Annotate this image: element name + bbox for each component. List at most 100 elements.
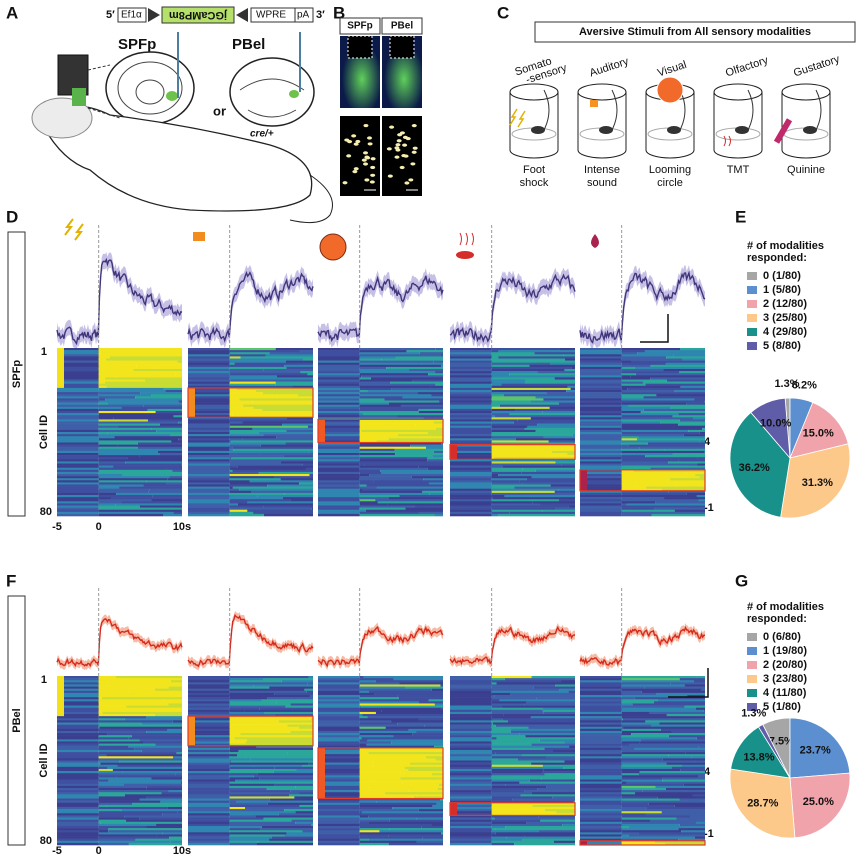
- heat-cell: [561, 463, 575, 466]
- heat-cell: [98, 390, 166, 393]
- heat-cell: [674, 509, 705, 513]
- heat-cell: [450, 768, 492, 772]
- heat-cell: [318, 804, 360, 808]
- heat-cell: [359, 813, 361, 816]
- heat-cell: [130, 701, 182, 704]
- heat-cell: [639, 446, 705, 450]
- trace: [187, 613, 314, 668]
- heat-cell: [262, 408, 313, 412]
- heat-cell: [698, 499, 705, 502]
- heat-cell: [245, 756, 313, 759]
- heat-cell: [450, 453, 492, 456]
- heat-cell: [450, 730, 492, 734]
- heat-cell: [491, 432, 514, 435]
- heat-cell: [491, 450, 552, 454]
- heat-cell: [98, 497, 112, 500]
- heat-cell: [232, 446, 313, 450]
- heat-cell: [537, 371, 575, 374]
- heat-cell: [269, 838, 313, 842]
- heat-cell: [98, 768, 113, 772]
- heat-cell: [361, 429, 443, 433]
- heat-cell: [621, 800, 705, 804]
- heat-cell: [491, 838, 523, 842]
- heat-cell: [229, 768, 297, 772]
- heat-cell: [450, 402, 492, 405]
- heat-cell: [98, 787, 147, 791]
- heat-cell: [524, 427, 575, 431]
- heat-cell: [57, 469, 99, 473]
- scope-lens: [72, 88, 86, 106]
- heat-cell: [621, 733, 632, 736]
- heat-cell: [498, 350, 575, 353]
- responder-bar: [188, 387, 195, 418]
- heat-cell: [98, 764, 118, 768]
- heat-cell: [580, 733, 622, 736]
- heat-cell: [188, 450, 230, 454]
- heat-cell: [232, 413, 313, 416]
- heat-cell: [188, 511, 230, 515]
- heat-cell: [318, 463, 360, 466]
- heat-cell: [359, 463, 365, 466]
- heat-cell: [229, 371, 301, 374]
- heat-cell: [580, 415, 622, 418]
- heat-cell: [102, 711, 182, 715]
- heat-cell: [549, 406, 575, 410]
- heat-cell: [98, 488, 150, 492]
- heat-cell: [309, 474, 313, 477]
- heat-cell: [229, 724, 288, 727]
- heat-cell: [98, 798, 140, 801]
- heat-cell: [98, 836, 170, 839]
- heat-cell: [375, 711, 443, 715]
- heat-cell: [151, 427, 182, 431]
- heat-cell: [188, 467, 230, 471]
- responder-bar: [580, 469, 587, 491]
- heat-cell: [359, 442, 442, 445]
- heat-cell: [188, 392, 230, 395]
- heat-cell: [99, 726, 182, 730]
- heat-cell: [491, 429, 536, 433]
- heat-cell: [491, 678, 505, 681]
- heat-cell: [229, 453, 260, 456]
- heat-cell: [359, 762, 410, 766]
- heat-cell: [128, 690, 182, 694]
- heat-cell: [256, 842, 313, 846]
- heat-cell: [450, 787, 492, 791]
- heat-cell: [496, 737, 575, 740]
- label: shock: [520, 177, 549, 189]
- heat-cell: [229, 490, 252, 494]
- heat-cell: [580, 745, 622, 749]
- heat-cell: [310, 402, 313, 405]
- heat-cell: [368, 815, 443, 818]
- heat-cell: [450, 390, 492, 393]
- heat-cell: [253, 406, 313, 410]
- heat-cell: [229, 404, 243, 408]
- heat-cell: [98, 507, 161, 510]
- heat-cell: [681, 749, 705, 753]
- heat-cell: [666, 762, 705, 766]
- heat-cell: [510, 728, 575, 732]
- heat-cell: [318, 385, 360, 389]
- heat-cell: [621, 442, 648, 445]
- heat-cell: [696, 821, 705, 825]
- heat-cell: [580, 486, 622, 489]
- heat-cell: [318, 825, 360, 829]
- heat-cell: [656, 394, 705, 397]
- heat-cell: [621, 360, 631, 363]
- heat-cell: [188, 446, 230, 450]
- heat-cell: [621, 387, 628, 391]
- heat-cell: [359, 448, 395, 452]
- heat-cell: [122, 678, 182, 681]
- heat-cell: [318, 733, 360, 736]
- heat-cell: [405, 686, 443, 689]
- heat-cell: [359, 497, 389, 500]
- heat-cell: [98, 737, 129, 740]
- heat-cell: [361, 705, 443, 708]
- heat-cell: [299, 804, 313, 808]
- heat-cell: [359, 467, 428, 471]
- heat-cell: [450, 360, 492, 363]
- heat-cell: [229, 794, 290, 797]
- heat-cell: [172, 469, 182, 473]
- heat-cell: [188, 771, 230, 774]
- heat-cell: [374, 692, 443, 696]
- heat-cell: [149, 724, 182, 727]
